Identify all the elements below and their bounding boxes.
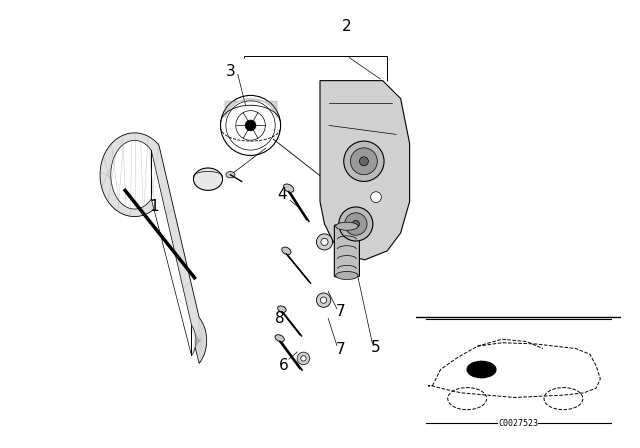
Circle shape [448, 388, 486, 409]
Ellipse shape [336, 222, 358, 230]
Polygon shape [100, 133, 207, 363]
Circle shape [344, 213, 367, 235]
Text: C0027523: C0027523 [499, 419, 538, 428]
Circle shape [301, 356, 306, 361]
Polygon shape [320, 81, 410, 260]
Circle shape [297, 352, 310, 365]
Ellipse shape [336, 271, 358, 280]
Text: 3: 3 [225, 64, 236, 79]
Text: 6: 6 [279, 358, 289, 373]
Text: 7: 7 [335, 342, 345, 357]
Text: 1: 1 [149, 198, 159, 214]
Circle shape [371, 192, 381, 202]
Text: 7: 7 [335, 304, 345, 319]
Circle shape [316, 234, 333, 250]
Ellipse shape [275, 335, 284, 342]
Circle shape [321, 238, 328, 246]
Circle shape [344, 141, 384, 181]
Circle shape [316, 293, 331, 307]
Ellipse shape [278, 306, 286, 312]
Text: 5: 5 [371, 340, 381, 355]
Ellipse shape [226, 172, 235, 178]
Circle shape [352, 220, 360, 228]
Circle shape [245, 120, 256, 131]
Text: 8: 8 [275, 310, 285, 326]
Ellipse shape [284, 184, 294, 192]
Ellipse shape [193, 168, 223, 190]
Ellipse shape [282, 247, 291, 255]
Text: 2: 2 [342, 19, 352, 34]
Circle shape [339, 207, 373, 241]
Circle shape [467, 362, 496, 378]
Circle shape [544, 388, 583, 409]
Circle shape [321, 297, 327, 303]
Circle shape [351, 148, 378, 175]
Text: 4: 4 [277, 187, 287, 202]
Circle shape [360, 157, 369, 166]
Polygon shape [111, 140, 196, 356]
FancyBboxPatch shape [334, 225, 360, 277]
